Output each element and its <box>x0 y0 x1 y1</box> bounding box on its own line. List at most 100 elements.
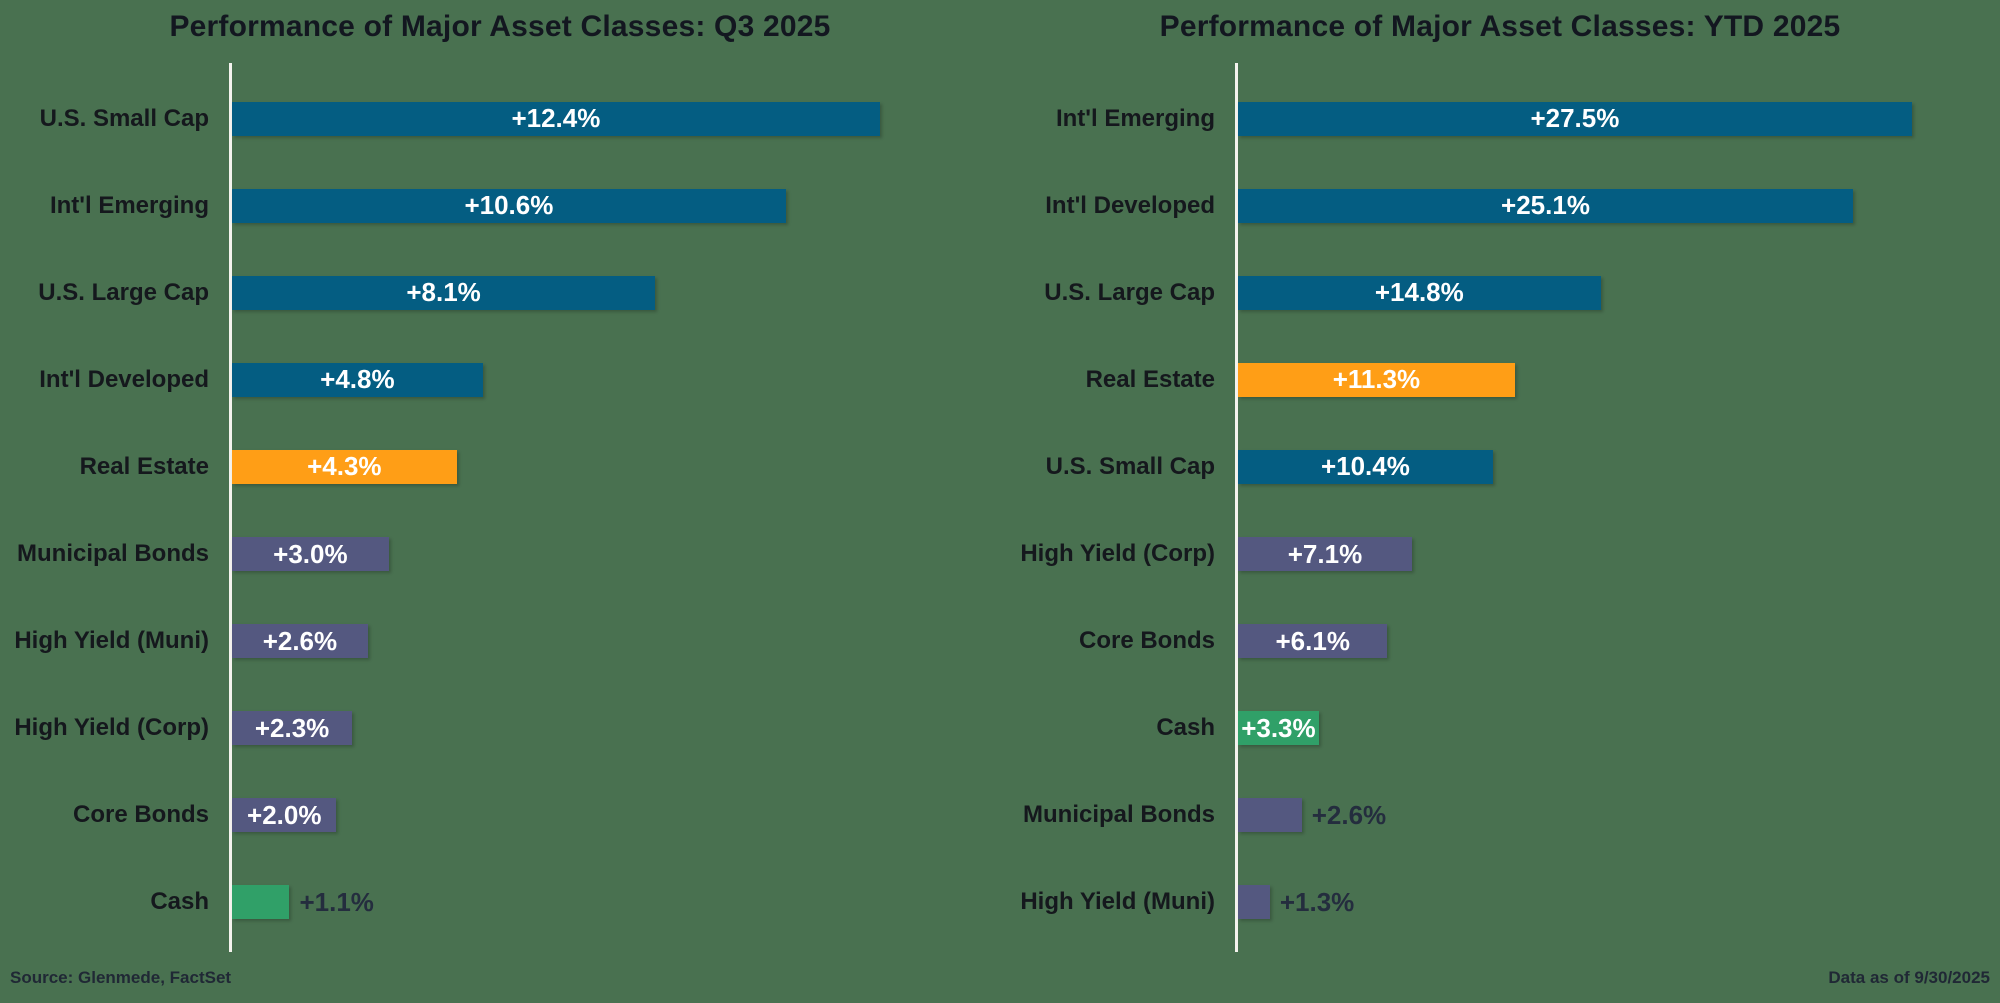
chart-title-ytd: Performance of Major Asset Classes: YTD … <box>1159 10 1841 43</box>
bar-track: +10.4% <box>1238 423 2000 510</box>
bar-value-label: +2.6% <box>1311 799 1387 830</box>
bar-value-label: +3.3% <box>1241 712 1316 743</box>
category-label: U.S. Large Cap <box>38 278 209 306</box>
bar-track: +2.6% <box>232 598 1000 685</box>
category-label: Core Bonds <box>1078 627 1215 655</box>
bar-row: Core Bonds +2.0% <box>0 772 1000 859</box>
category-label: Cash <box>1156 714 1215 742</box>
y-axis-line <box>229 63 232 952</box>
data-as-of-note: Data as of 9/30/2025 <box>1828 967 1990 987</box>
bar: +2.6% <box>232 624 368 659</box>
bar-row: Municipal Bonds +3.0% <box>0 510 1000 597</box>
bar: +25.1% <box>1238 188 1853 223</box>
bar-value-label: +12.4% <box>511 103 601 134</box>
bar <box>1238 885 1270 920</box>
bar-row: U.S. Large Cap +8.1% <box>0 249 1000 336</box>
bar-value-label: +10.4% <box>1320 451 1410 482</box>
category-label: Int'l Emerging <box>1055 104 1215 132</box>
bar-row: High Yield (Muni) +1.3% <box>1000 859 2000 946</box>
bar-row: Real Estate +11.3% <box>1000 336 2000 423</box>
category-label: U.S. Small Cap <box>39 104 209 132</box>
bar-row: U.S. Small Cap +10.4% <box>1000 423 2000 510</box>
category-label: Int'l Developed <box>39 365 209 393</box>
category-label: High Yield (Corp) <box>14 714 209 742</box>
chart-title-q3: Performance of Major Asset Classes: Q3 2… <box>169 10 831 43</box>
bar: +2.0% <box>232 798 337 833</box>
bar-row: High Yield (Corp) +7.1% <box>1000 510 2000 597</box>
category-label: High Yield (Corp) <box>1020 540 1215 568</box>
bar-track: +7.1% <box>1238 510 2000 597</box>
bar: +10.4% <box>1238 449 1493 484</box>
bar-track: +4.3% <box>232 423 1000 510</box>
bar-track: +1.3% <box>1238 859 2000 946</box>
bar-track: +10.6% <box>232 162 1000 249</box>
bar-row: Real Estate +4.3% <box>0 423 1000 510</box>
bar-track: +2.0% <box>232 772 1000 859</box>
category-label: U.S. Small Cap <box>1045 452 1215 480</box>
bar-row: Municipal Bonds +2.6% <box>1000 772 2000 859</box>
bar-track: +27.5% <box>1238 75 2000 162</box>
bar-value-label: +4.8% <box>320 364 395 395</box>
bar-rows: Int'l Emerging +27.5% Int'l Developed +25.1… <box>1000 75 2000 946</box>
bar: +11.3% <box>1238 362 1515 397</box>
bar: +4.3% <box>232 449 457 484</box>
bar-row: Int'l Developed +25.1% <box>1000 162 2000 249</box>
category-label: High Yield (Muni) <box>1020 888 1215 916</box>
bar-value-label: +8.1% <box>406 277 481 308</box>
bar-value-label: +1.1% <box>299 886 374 917</box>
category-label: Real Estate <box>1085 365 1215 393</box>
bar-track: +12.4% <box>232 75 1000 162</box>
category-label: Municipal Bonds <box>1023 801 1215 829</box>
bar-value-label: +4.3% <box>307 451 382 482</box>
bar-value-label: +10.6% <box>464 190 554 221</box>
bar-track: +8.1% <box>232 249 1000 336</box>
bar-row: Int'l Developed +4.8% <box>0 336 1000 423</box>
bar-row: Cash +1.1% <box>0 859 1000 946</box>
bar-value-label: +25.1% <box>1501 190 1590 221</box>
footer: Source: Glenmede, FactSet Data as of 9/3… <box>0 952 2000 1003</box>
bar <box>1238 798 1302 833</box>
chart-ytd-2025: Performance of Major Asset Classes: YTD … <box>1000 0 2000 952</box>
bar-value-label: +14.8% <box>1374 277 1464 308</box>
bar: +27.5% <box>1238 101 1912 136</box>
bar: +3.3% <box>1238 711 1319 746</box>
bar-track: +11.3% <box>1238 336 2000 423</box>
bar-value-label: +7.1% <box>1287 538 1363 569</box>
category-label: Core Bonds <box>72 801 209 829</box>
category-label: U.S. Large Cap <box>1044 278 1215 306</box>
bar-track: +2.6% <box>1238 772 2000 859</box>
bar-track: +1.1% <box>232 859 1000 946</box>
bar-track: +25.1% <box>1238 162 2000 249</box>
bar-row: Cash +3.3% <box>1000 685 2000 772</box>
plot-area-q3: U.S. Small Cap +12.4% Int'l Emerging +10.6%… <box>0 63 1000 952</box>
bar-row: U.S. Large Cap +14.8% <box>1000 249 2000 336</box>
bar: +2.3% <box>232 711 353 746</box>
bar-value-label: +2.6% <box>262 625 338 656</box>
charts-container: Performance of Major Asset Classes: Q3 2… <box>0 0 2000 952</box>
bar-value-label: +2.0% <box>247 799 322 830</box>
bar-row: Core Bonds +6.1% <box>1000 598 2000 685</box>
bar-track: +14.8% <box>1238 249 2000 336</box>
category-label: Municipal Bonds <box>17 540 209 568</box>
y-axis-line <box>1235 63 1238 952</box>
bar-value-label: +11.3% <box>1332 364 1421 395</box>
bar-row: Int'l Emerging +10.6% <box>0 162 1000 249</box>
bar: +3.0% <box>232 537 389 572</box>
bar-track: +4.8% <box>232 336 1000 423</box>
bar-track: +6.1% <box>1238 598 2000 685</box>
plot-area-ytd: Int'l Emerging +27.5% Int'l Developed +25.1… <box>1000 63 2000 952</box>
bar-value-label: +2.3% <box>254 712 330 743</box>
category-label: Cash <box>150 888 209 916</box>
bar: +4.8% <box>232 362 483 397</box>
bar: +7.1% <box>1238 537 1412 572</box>
category-label: Real Estate <box>79 452 209 480</box>
bar-track: +2.3% <box>232 685 1000 772</box>
bar: +14.8% <box>1238 275 1601 310</box>
category-label: Int'l Emerging <box>49 191 209 219</box>
bar-row: U.S. Small Cap +12.4% <box>0 75 1000 162</box>
bar: +12.4% <box>232 101 880 136</box>
bar-value-label: +6.1% <box>1275 625 1350 656</box>
bar: +8.1% <box>232 275 656 310</box>
bar: +10.6% <box>232 188 786 223</box>
